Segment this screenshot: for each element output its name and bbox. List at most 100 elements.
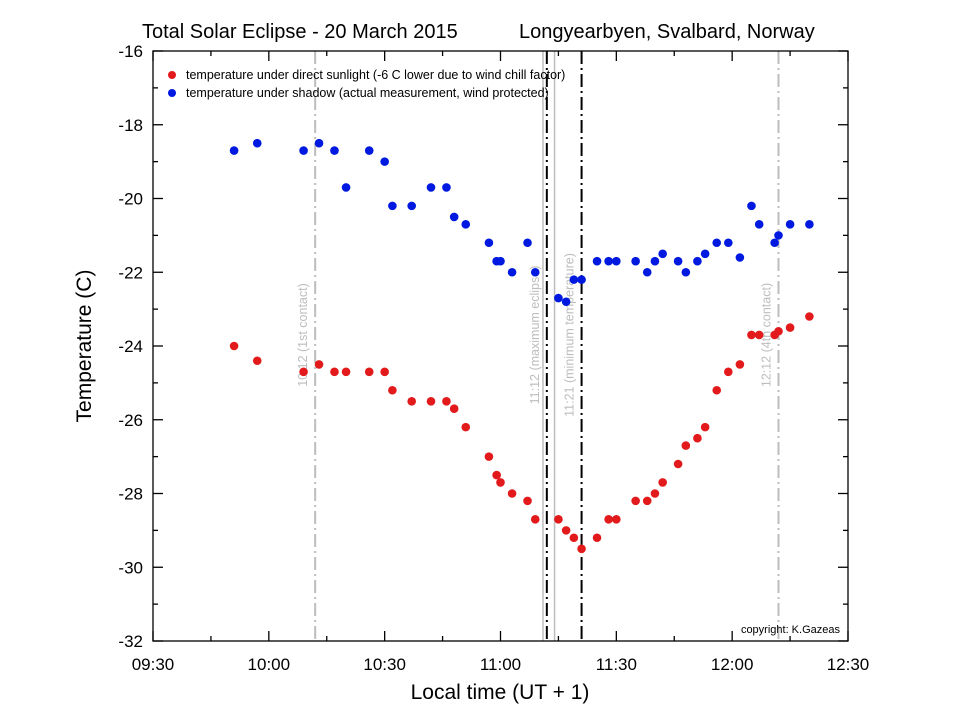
sunlight-point [700, 422, 710, 432]
sunlight-point [642, 496, 652, 506]
shadow-point [561, 297, 571, 307]
y-tick-label: -30 [118, 558, 143, 577]
shadow-point [735, 253, 745, 262]
shadow-point [650, 256, 660, 266]
sunlight-point [364, 367, 374, 377]
plot-frame [152, 50, 849, 642]
chart-subtitle: Longyearbyen, Svalbard, Norway [519, 21, 815, 43]
sunlight-point [754, 330, 764, 340]
sunlight-point [650, 489, 660, 498]
sunlight-point [229, 341, 239, 351]
shadow-point [496, 256, 505, 266]
legend-marker-sunlight [168, 71, 176, 79]
sunlight-point [388, 385, 397, 395]
shadow-point [530, 267, 540, 277]
sunlight-point [442, 397, 451, 406]
legend-label-shadow: temperature under shadow (actual measure… [186, 86, 549, 100]
sunlight-point [724, 367, 733, 377]
sunlight-point [673, 459, 683, 469]
sunlight-point [805, 312, 814, 321]
shadow-point [612, 256, 621, 266]
sunlight-point [612, 515, 621, 524]
shadow-point [507, 267, 517, 277]
sunlight-point [712, 385, 722, 395]
shadow-point [805, 220, 814, 229]
sunlight-point [530, 515, 540, 524]
sunlight-point [484, 452, 494, 461]
sunlight-point [341, 367, 351, 377]
shadow-point [252, 138, 262, 148]
shadow-point [407, 201, 416, 211]
shadow-point [229, 146, 239, 155]
shadow-point [673, 256, 683, 266]
y-tick-label: -28 [118, 485, 143, 504]
reference-line-label-1212: 12:12 (4th contact) [760, 283, 774, 387]
sunlight-point [330, 367, 339, 377]
shadow-point [461, 220, 471, 229]
sunlight-point [785, 323, 795, 332]
shadow-point [754, 220, 764, 229]
shadow-point [712, 238, 722, 248]
shadow-point [554, 293, 563, 303]
legend: temperature under direct sunlight (-6 C … [168, 68, 565, 100]
sunlight-point [507, 489, 517, 498]
copyright-note: copyright: K.Gazeas [741, 624, 841, 636]
x-tick-label: 11:00 [480, 655, 521, 674]
legend-label-sunlight: temperature under direct sunlight (-6 C … [186, 68, 565, 82]
shadow-point [774, 231, 783, 240]
y-tick-label: -22 [118, 263, 143, 282]
reference-line-label-1112: 11:12 (maximum eclipse) [528, 266, 542, 405]
shadow-point [364, 146, 374, 155]
y-tick-label: -20 [118, 190, 143, 209]
x-tick-label: 11:30 [596, 655, 637, 674]
y-tick-label: -18 [118, 116, 143, 135]
shadow-point [747, 201, 756, 211]
y-tick-label: -24 [118, 337, 143, 356]
sunlight-point [735, 360, 745, 369]
y-tick-label: -16 [118, 42, 143, 61]
shadow-point [426, 183, 436, 192]
sunlight-point [299, 367, 308, 377]
shadow-point [658, 249, 667, 259]
shadow-point [724, 238, 733, 248]
x-tick-label: 09:30 [132, 655, 175, 674]
sunlight-point [380, 367, 389, 377]
shadow-point [449, 212, 459, 222]
sunlight-point [554, 515, 563, 524]
shadow-point [330, 146, 339, 155]
chart-title: Total Solar Eclipse - 20 March 2015 [142, 21, 458, 43]
shadow-point [569, 275, 579, 284]
sunlight-point [426, 397, 436, 406]
x-tick-label: 10:30 [363, 655, 406, 674]
sunlight-point [496, 478, 505, 487]
reference-line-label-1121: 11:21 (minimum temperature) [563, 253, 577, 417]
shadow-point [604, 256, 613, 266]
sunlight-point [681, 441, 691, 450]
sunlight-point [604, 515, 613, 524]
sunlight-point [252, 356, 262, 366]
sunlight-point [747, 330, 756, 340]
data-points [229, 138, 814, 554]
sunlight-point [658, 478, 667, 487]
y-tick-labels: -16 -18 -20 -22 -24 -26 -28 -30 -32 [118, 42, 143, 651]
shadow-point [388, 201, 397, 211]
shadow-point [631, 256, 640, 266]
x-axis-label: Local time (UT + 1) [411, 681, 590, 704]
x-tick-label: 12:00 [711, 655, 754, 674]
shadow-point [341, 183, 351, 192]
sunlight-point [314, 360, 324, 369]
legend-marker-shadow [168, 89, 176, 97]
shadow-point [577, 275, 586, 284]
shadow-point [770, 238, 779, 248]
sunlight-point [407, 397, 416, 406]
sunlight-point [577, 544, 586, 554]
y-tick-label: -26 [118, 411, 143, 430]
shadow-point [642, 267, 652, 277]
sunlight-point [492, 470, 501, 480]
shadow-point [484, 238, 494, 248]
shadow-point [442, 183, 451, 192]
sunlight-point [774, 326, 783, 336]
sunlight-point [461, 422, 471, 432]
y-axis-label: Temperature (C) [73, 270, 96, 423]
